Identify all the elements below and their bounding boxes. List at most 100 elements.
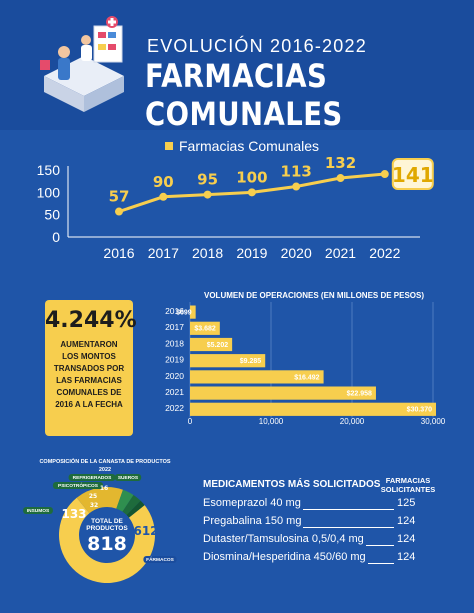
medicamento-count: 124 xyxy=(397,515,416,527)
bar-value-label: $16.492 xyxy=(294,374,319,381)
data-point xyxy=(115,207,123,216)
slice-name-label: INSUMOS xyxy=(27,508,50,514)
slice-tag xyxy=(52,482,104,489)
slice-tag xyxy=(23,507,53,514)
pie-title-line2: 2022 xyxy=(98,467,112,473)
medicamento-name: Dutaster/Tamsulosina 0,5/0,4 mg xyxy=(203,533,364,545)
bar-value-label: $5.202 xyxy=(207,342,229,349)
bar xyxy=(190,402,436,416)
bar xyxy=(190,321,220,335)
y-tick-label: 2020 xyxy=(165,371,184,381)
slice-value-label: 25 xyxy=(89,493,97,500)
highlight-line: LAS FARMACIAS xyxy=(56,376,122,385)
medicamento-count: 124 xyxy=(397,551,416,563)
x-tick-label: 2017 xyxy=(148,245,179,261)
center-value: 818 xyxy=(87,533,127,555)
x-tick-label: 2019 xyxy=(236,245,267,261)
data-point xyxy=(159,192,168,201)
column-header-line2: SOLICITANTES xyxy=(380,485,436,494)
legend-marker xyxy=(165,142,173,150)
highlight-line: AUMENTARON xyxy=(60,340,118,349)
slice-tag xyxy=(143,556,177,563)
y-tick-label: 2016 xyxy=(165,306,184,316)
bar-value-label: $9.285 xyxy=(240,358,262,365)
x-tick-label: 2021 xyxy=(325,245,356,261)
slice-name-label: FÁRMACOS xyxy=(146,556,175,563)
x-tick-label: 2018 xyxy=(192,245,223,261)
x-tick-label: 30,000 xyxy=(421,417,446,426)
column-header-line1: FARMACIAS xyxy=(385,476,431,485)
slice-name-label: PSICOTRÓPICOS xyxy=(58,481,99,489)
pharmacy-illustration xyxy=(40,16,124,112)
y-tick-label: 2017 xyxy=(165,322,184,332)
pie-slice xyxy=(59,497,156,583)
bar-value-label: $3.682 xyxy=(194,326,216,333)
data-point xyxy=(247,188,256,197)
slice-value-label: 32 xyxy=(90,502,98,509)
bar xyxy=(190,354,266,368)
x-tick-label: 2016 xyxy=(103,245,134,261)
pie-title-line1: COMPOSICIÓN DE LA CANASTA DE PRODUCTOS xyxy=(39,459,171,465)
x-tick-label: 10,000 xyxy=(259,417,284,426)
pie-slice xyxy=(76,487,123,514)
highlight-box: 4.244% AUMENTARON LOS MONTOS TRANSADOS P… xyxy=(45,300,137,436)
bar-value-label: $22.958 xyxy=(347,391,372,398)
medicamento-row: Dutaster/Tamsulosina 0,5/0,4 mg 124 xyxy=(203,533,423,545)
pie-slice xyxy=(126,500,145,518)
bar xyxy=(190,370,324,384)
bar xyxy=(190,305,196,319)
y-tick-label: 50 xyxy=(44,207,60,223)
x-tick-label: 0 xyxy=(188,417,193,426)
slice-name-label: REFRIGERADOS xyxy=(73,475,112,481)
pie-slice xyxy=(122,494,141,516)
page-subtitle: EVOLUCIÓN 2016-2022 xyxy=(147,36,367,56)
row-leader-line xyxy=(366,545,394,546)
highlight-line: LOS MONTOS xyxy=(62,352,116,361)
highlight-line: COMUNALES DE xyxy=(56,388,122,397)
highlight-line: 2016 A LA FECHA xyxy=(55,400,123,409)
x-tick-label: 2022 xyxy=(369,245,400,261)
bar xyxy=(190,386,376,400)
data-point xyxy=(203,190,212,199)
center-label: TOTAL DE xyxy=(91,518,123,525)
highlight-line: TRANSADOS POR xyxy=(53,364,125,373)
data-label: 95 xyxy=(197,171,218,189)
pie-chart-title: COMPOSICIÓN DE LA CANASTA DE PRODUCTOS 2… xyxy=(20,458,190,474)
y-tick-label: 100 xyxy=(37,184,61,200)
center-label: PRODUCTOS xyxy=(86,525,128,532)
data-point xyxy=(336,174,345,183)
slice-name-label: SUEROS xyxy=(118,475,139,481)
y-tick-label: 2022 xyxy=(165,403,184,413)
medicamento-count: 125 xyxy=(397,497,416,509)
bar-chart-title: VOLUMEN DE OPERACIONES (EN MILLONES DE P… xyxy=(204,291,425,300)
data-label: 132 xyxy=(325,154,356,172)
pie-slice xyxy=(116,489,134,512)
y-tick-label: 0 xyxy=(52,229,60,245)
row-leader-line xyxy=(303,527,394,528)
data-point xyxy=(292,182,301,191)
highlight-percent: 4.244% xyxy=(45,308,137,333)
data-label: 57 xyxy=(109,188,130,206)
medicamento-name: Esomeprazol 40 mg xyxy=(203,497,301,509)
data-label: 100 xyxy=(236,168,267,186)
bar-value-label: $30.370 xyxy=(407,407,432,414)
medicamento-row: Esomeprazol 40 mg 125 xyxy=(203,497,423,509)
medicamentos-title: MEDICAMENTOS MÁS SOLICITADOS xyxy=(203,479,381,490)
data-label: 141 xyxy=(392,163,434,187)
slice-value-label: 612 xyxy=(133,524,158,538)
slice-tag xyxy=(68,474,116,481)
y-tick-label: 2021 xyxy=(165,387,184,397)
donut-center xyxy=(80,508,134,562)
x-tick-label: 2020 xyxy=(281,245,312,261)
line-chart-legend: Farmacias Comunales xyxy=(165,138,319,154)
highlight-text: AUMENTARON LOS MONTOS TRANSADOS POR LAS … xyxy=(45,339,133,411)
medicamento-row: Diosmina/Hesperidina 450/60 mg 124 xyxy=(203,551,423,563)
page-title: FARMACIAS COMUNALES xyxy=(145,57,343,133)
slice-tag xyxy=(114,474,142,481)
medicamento-name: Pregabalina 150 mg xyxy=(203,515,302,527)
bar-value-label: $699 xyxy=(176,310,192,317)
header-band: EVOLUCIÓN 2016-2022 FARMACIAS COMUNALES xyxy=(0,0,474,133)
legend-label: Farmacias Comunales xyxy=(179,138,320,154)
data-label: 113 xyxy=(281,163,312,181)
y-tick-label: 2019 xyxy=(165,355,184,365)
